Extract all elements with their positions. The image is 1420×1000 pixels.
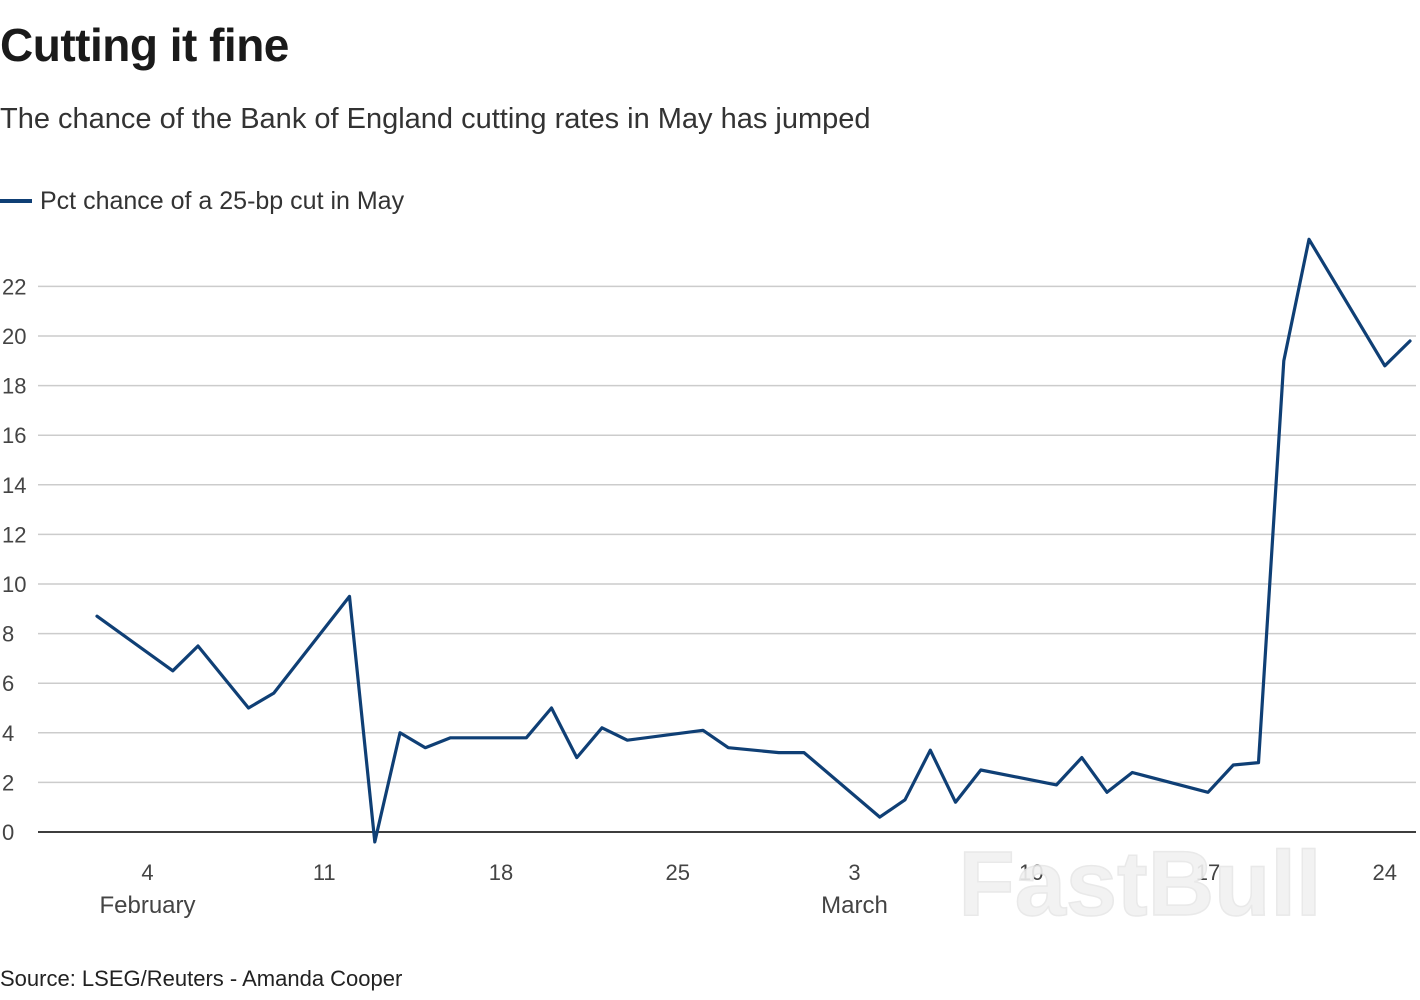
y-tick-label: 0	[2, 820, 14, 845]
y-tick-label: 6	[2, 671, 14, 696]
legend-label: Pct chance of a 25-bp cut in May	[40, 186, 405, 215]
source-note: Source: LSEG/Reuters - Amanda Cooper	[0, 966, 403, 991]
watermark: FastBull	[959, 833, 1322, 925]
x-tick-label: 17	[1196, 860, 1220, 885]
x-month-label: March	[821, 892, 888, 919]
x-tick-label: 3	[848, 860, 860, 885]
x-tick-label: 11	[313, 860, 336, 885]
y-tick-label: 14	[2, 473, 26, 498]
x-tick-label: 25	[666, 860, 690, 885]
x-tick-label: 4	[141, 860, 153, 885]
y-axis-ticks: 0 2 4 6 8 10 12 14 16 18 20 22	[2, 274, 26, 845]
y-tick-label: 12	[2, 522, 26, 547]
chart-subtitle: The chance of the Bank of England cuttin…	[0, 103, 871, 135]
x-tick-label: 18	[489, 860, 513, 885]
x-tick-label: 24	[1373, 860, 1397, 885]
gridlines	[38, 285, 1416, 784]
y-tick-label: 20	[2, 324, 26, 349]
y-tick-label: 8	[2, 622, 14, 647]
series-line-pct-chance	[95, 237, 1412, 844]
x-tick-label: 10	[1019, 860, 1043, 885]
x-month-label: February	[99, 892, 195, 919]
y-tick-label: 18	[2, 374, 26, 399]
y-tick-label: 22	[2, 274, 26, 299]
chart-title: Cutting it fine	[0, 19, 289, 71]
legend: Pct chance of a 25-bp cut in May	[0, 185, 404, 217]
y-tick-label: 10	[2, 572, 26, 597]
y-tick-label: 2	[2, 770, 14, 795]
x-axis-ticks: 4 11 18 25 3 10 17 24 February March	[99, 860, 1397, 919]
y-tick-label: 4	[2, 721, 14, 746]
y-tick-label: 16	[2, 423, 26, 448]
legend-swatch	[0, 199, 32, 203]
